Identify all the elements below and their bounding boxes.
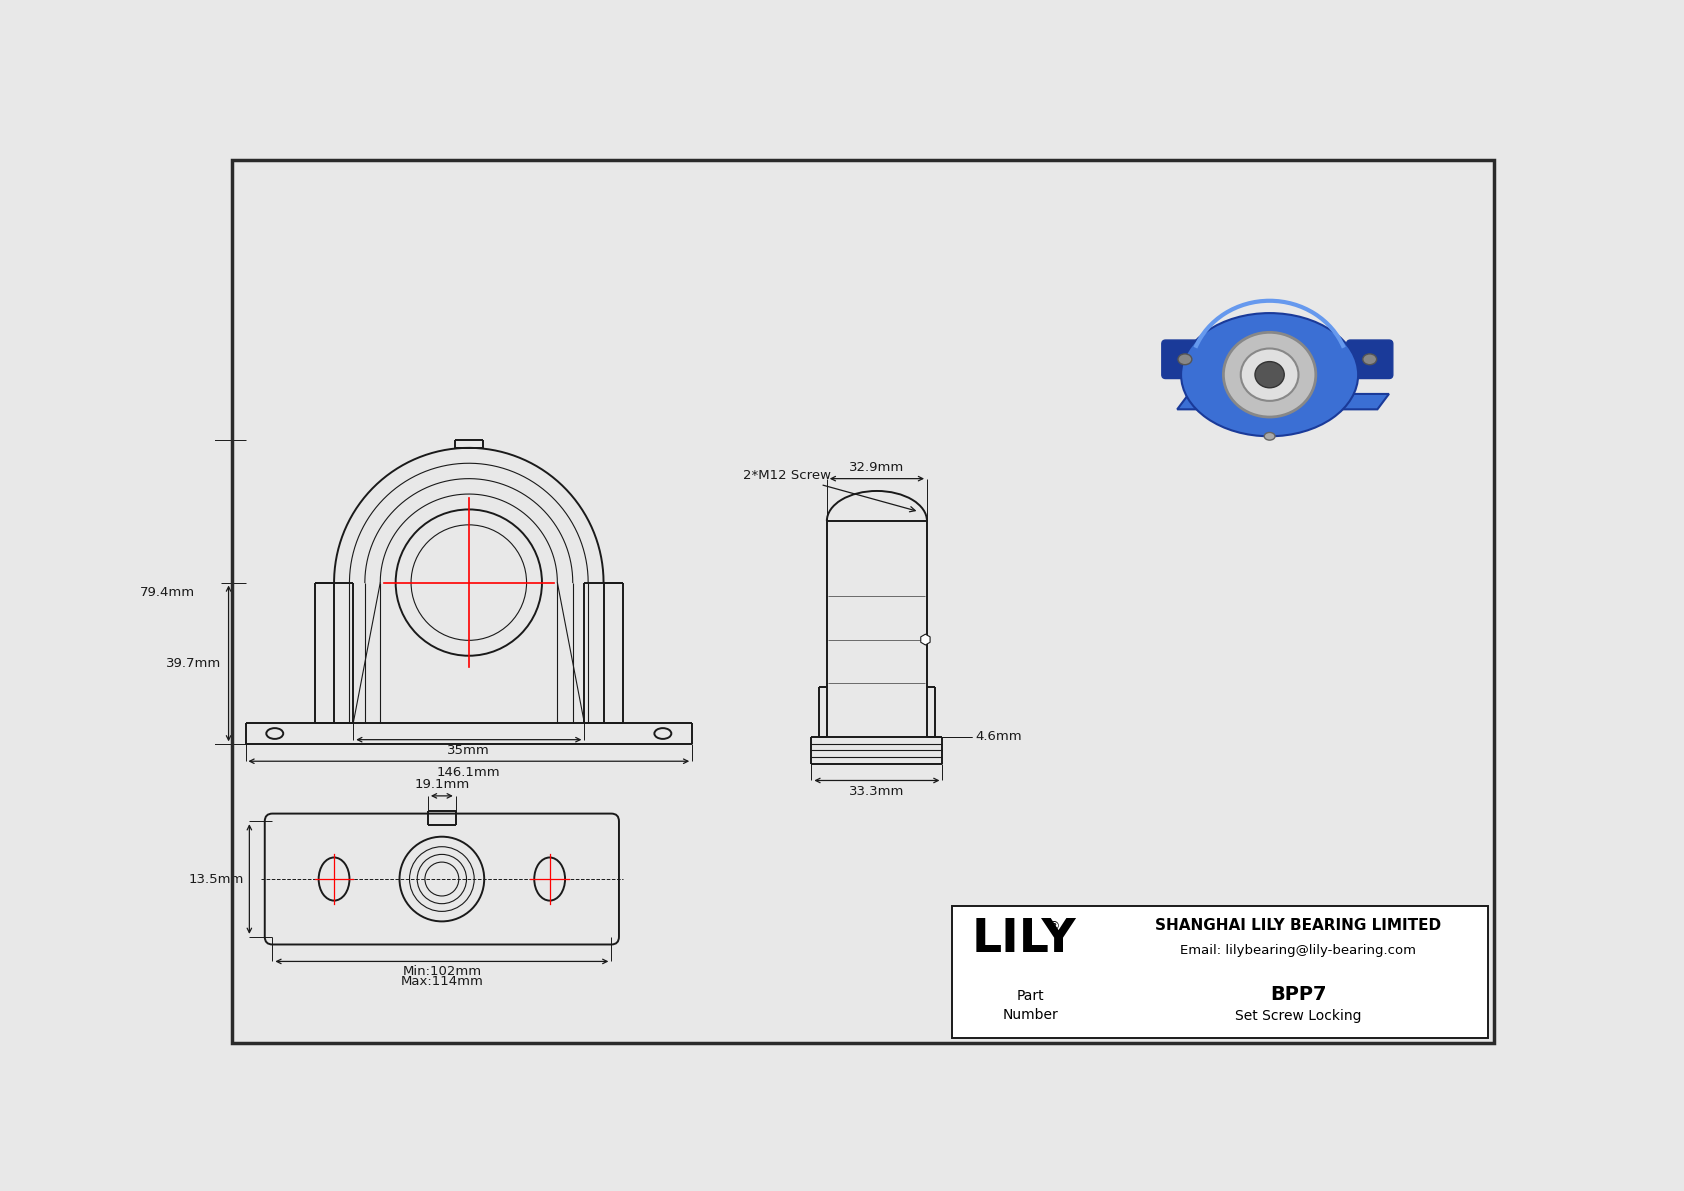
Text: 39.7mm: 39.7mm: [165, 657, 221, 671]
Text: Min:102mm: Min:102mm: [402, 965, 482, 978]
Text: Email: lilybearing@lily-bearing.com: Email: lilybearing@lily-bearing.com: [1180, 944, 1416, 958]
Polygon shape: [921, 634, 930, 646]
Ellipse shape: [1265, 432, 1275, 441]
Ellipse shape: [1362, 354, 1376, 364]
Ellipse shape: [1180, 313, 1359, 436]
FancyBboxPatch shape: [1347, 341, 1393, 379]
Text: 19.1mm: 19.1mm: [414, 778, 470, 791]
Ellipse shape: [1255, 362, 1285, 388]
Text: 146.1mm: 146.1mm: [436, 766, 500, 779]
Text: 79.4mm: 79.4mm: [140, 586, 195, 599]
Text: 2*M12 Screw: 2*M12 Screw: [743, 468, 914, 512]
Text: 33.3mm: 33.3mm: [849, 785, 904, 798]
Bar: [953, 906, 1489, 1039]
Text: ®: ®: [1047, 921, 1059, 934]
Text: Set Screw Locking: Set Screw Locking: [1234, 1009, 1361, 1023]
Text: Max:114mm: Max:114mm: [401, 974, 483, 987]
FancyBboxPatch shape: [1162, 341, 1207, 379]
Text: 32.9mm: 32.9mm: [849, 461, 904, 474]
Text: BPP7: BPP7: [1270, 985, 1327, 1004]
Text: Part
Number: Part Number: [1002, 989, 1058, 1022]
Ellipse shape: [1223, 332, 1315, 417]
Text: 4.6mm: 4.6mm: [975, 730, 1022, 743]
Text: 13.5mm: 13.5mm: [189, 873, 244, 886]
Ellipse shape: [1179, 354, 1192, 364]
Ellipse shape: [1241, 349, 1298, 401]
Polygon shape: [1177, 394, 1389, 410]
Text: SHANGHAI LILY BEARING LIMITED: SHANGHAI LILY BEARING LIMITED: [1155, 918, 1442, 933]
Text: 35mm: 35mm: [448, 744, 490, 757]
Text: LILY: LILY: [972, 917, 1076, 961]
